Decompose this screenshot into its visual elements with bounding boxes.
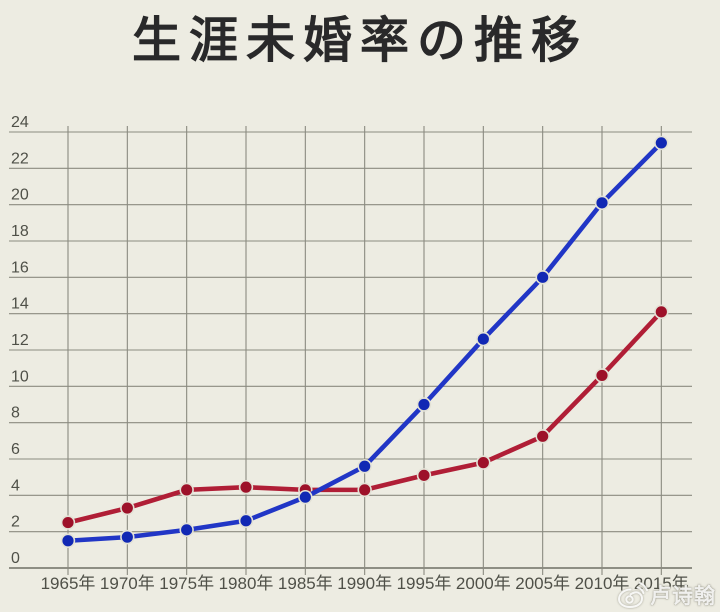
red-line-data-point [654,304,669,320]
blue-line-data-point [654,135,669,151]
x-tick-label: 1980年 [219,574,274,593]
blue-line-data-point [357,459,372,474]
y-tick-label: 22 [11,150,29,167]
x-tick-label: 2000年 [456,574,511,593]
y-tick-label: 8 [11,405,20,422]
x-tick-label: 1985年 [278,574,333,593]
x-tick-label: 2015年 [634,574,689,593]
red-line-data-point [60,515,76,530]
y-tick-label: 18 [11,223,29,240]
blue-line-data-point [179,522,194,538]
y-tick-label: 10 [11,368,29,385]
blue-line-data-point [535,270,550,285]
y-tick-label: 2 [11,514,20,531]
y-tick-label: 14 [11,296,29,313]
x-axis-labels: 1965年 1970年 1975年 1980年 1985年 1990年 1995年 2000年… [41,574,689,593]
blue-line-data-point [238,513,254,528]
blue-line-series [60,135,669,548]
x-tick-label: 1975年 [159,574,214,593]
red-line-data-point [238,479,254,495]
x-tick-label: 1990年 [337,574,392,593]
red-line-data-point [476,455,491,470]
blue-line-data-point [476,331,491,347]
x-tick-label: 1965年 [41,574,96,593]
blue-line-data-point [120,529,135,545]
blue-line-data-point [594,195,610,211]
blue-line-data-point [60,533,76,548]
blue-line-data-point [416,397,432,412]
red-line-data-point [357,482,372,498]
y-tick-label: 6 [11,441,20,458]
x-tick-label: 2005年 [515,574,570,593]
y-tick-label: 24 [11,114,29,131]
blue-line-data-point [298,489,313,505]
red-line-data-point [120,500,135,516]
y-tick-label: 0 [11,550,20,567]
gridlines [9,126,692,575]
red-line-data-point [416,468,432,483]
x-tick-label: 1995年 [397,574,452,593]
x-tick-label: 2010年 [575,574,630,593]
red-line-data-point [535,429,550,444]
x-tick-label: 1970年 [100,574,155,593]
red-line-data-point [594,368,610,383]
y-tick-label: 20 [11,187,29,204]
y-tick-label: 4 [11,477,20,494]
y-tick-label: 12 [11,332,29,349]
red-line-series [60,304,669,530]
red-line-data-point [179,482,194,498]
y-tick-label: 16 [11,259,29,276]
chart-title: 生涯未婚率の推移 [131,14,588,68]
